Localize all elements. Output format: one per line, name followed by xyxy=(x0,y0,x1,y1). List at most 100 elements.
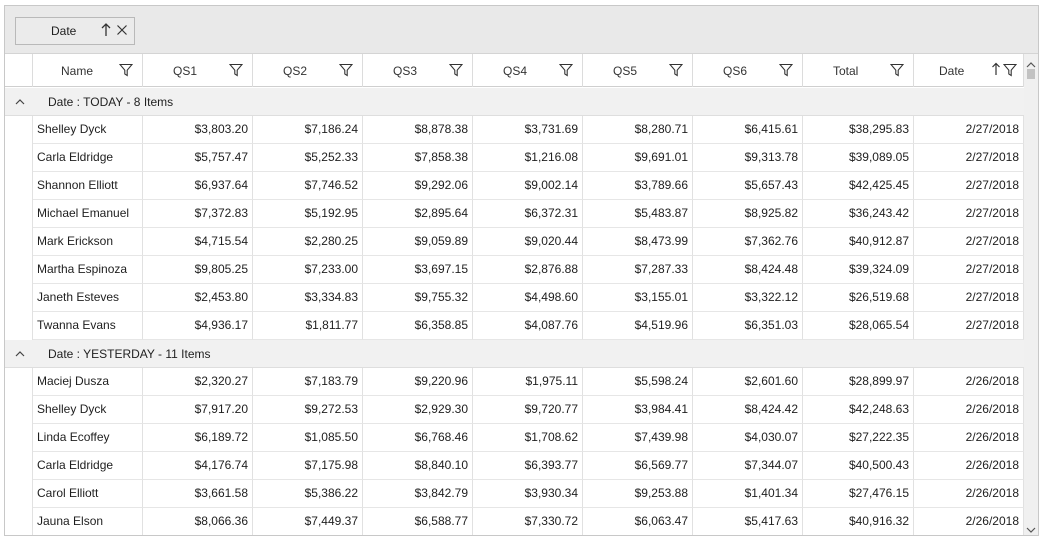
cell-qs1[interactable]: $6,937.64 xyxy=(143,172,253,200)
cell-name[interactable]: Janeth Esteves xyxy=(33,284,143,312)
cell-date[interactable]: 2/27/2018 xyxy=(914,200,1024,228)
filter-icon[interactable] xyxy=(228,63,244,77)
cell-qs3[interactable]: $6,588.77 xyxy=(363,508,473,535)
cell-qs1[interactable]: $6,189.72 xyxy=(143,424,253,452)
cell-qs4[interactable]: $1,216.08 xyxy=(473,144,583,172)
cell-qs6[interactable]: $8,424.42 xyxy=(693,396,803,424)
cell-qs2[interactable]: $5,386.22 xyxy=(253,480,363,508)
cell-qs3[interactable]: $9,292.06 xyxy=(363,172,473,200)
cell-qs4[interactable]: $4,498.60 xyxy=(473,284,583,312)
filter-icon[interactable] xyxy=(778,63,794,77)
cell-name[interactable]: Shelley Dyck xyxy=(33,116,143,144)
cell-qs4[interactable]: $1,975.11 xyxy=(473,368,583,396)
cell-qs4[interactable]: $1,708.62 xyxy=(473,424,583,452)
cell-qs5[interactable]: $5,483.87 xyxy=(583,200,693,228)
cell-date[interactable]: 2/27/2018 xyxy=(914,144,1024,172)
cell-date[interactable]: 2/27/2018 xyxy=(914,116,1024,144)
cell-qs1[interactable]: $2,320.27 xyxy=(143,368,253,396)
cell-qs6[interactable]: $7,362.76 xyxy=(693,228,803,256)
cell-qs1[interactable]: $7,372.83 xyxy=(143,200,253,228)
cell-date[interactable]: 2/26/2018 xyxy=(914,452,1024,480)
cell-qs6[interactable]: $5,657.43 xyxy=(693,172,803,200)
table-row[interactable]: Shelley Dyck $7,917.20 $9,272.53 $2,929.30 $… xyxy=(5,396,1024,424)
cell-qs3[interactable]: $6,358.85 xyxy=(363,312,473,340)
cell-name[interactable]: Maciej Dusza xyxy=(33,368,143,396)
cell-name[interactable]: Martha Espinoza xyxy=(33,256,143,284)
group-drop-panel[interactable]: Date xyxy=(5,6,1038,54)
cell-date[interactable]: 2/26/2018 xyxy=(914,396,1024,424)
cell-qs6[interactable]: $2,601.60 xyxy=(693,368,803,396)
cell-total[interactable]: $39,089.05 xyxy=(803,144,914,172)
table-row[interactable]: Carla Eldridge $5,757.47 $5,252.33 $7,858.3… xyxy=(5,144,1024,172)
cell-qs1[interactable]: $4,176.74 xyxy=(143,452,253,480)
cell-date[interactable]: 2/26/2018 xyxy=(914,508,1024,535)
cell-total[interactable]: $28,065.54 xyxy=(803,312,914,340)
cell-date[interactable]: 2/27/2018 xyxy=(914,228,1024,256)
cell-qs4[interactable]: $9,002.14 xyxy=(473,172,583,200)
table-row[interactable]: Linda Ecoffey $6,189.72 $1,085.50 $6,768.46… xyxy=(5,424,1024,452)
cell-date[interactable]: 2/26/2018 xyxy=(914,368,1024,396)
cell-qs1[interactable]: $9,805.25 xyxy=(143,256,253,284)
cell-qs3[interactable]: $9,059.89 xyxy=(363,228,473,256)
cell-name[interactable]: Carla Eldridge xyxy=(33,144,143,172)
cell-total[interactable]: $42,248.63 xyxy=(803,396,914,424)
cell-qs4[interactable]: $6,393.77 xyxy=(473,452,583,480)
cell-qs6[interactable]: $7,344.07 xyxy=(693,452,803,480)
cell-qs2[interactable]: $5,192.95 xyxy=(253,200,363,228)
cell-qs1[interactable]: $5,757.47 xyxy=(143,144,253,172)
cell-qs4[interactable]: $4,087.76 xyxy=(473,312,583,340)
filter-icon[interactable] xyxy=(558,63,574,77)
cell-total[interactable]: $26,519.68 xyxy=(803,284,914,312)
cell-qs5[interactable]: $4,519.96 xyxy=(583,312,693,340)
cell-qs5[interactable]: $6,063.47 xyxy=(583,508,693,535)
cell-qs2[interactable]: $7,233.00 xyxy=(253,256,363,284)
cell-name[interactable]: Jauna Elson xyxy=(33,508,143,535)
cell-qs1[interactable]: $3,661.58 xyxy=(143,480,253,508)
cell-qs4[interactable]: $3,930.34 xyxy=(473,480,583,508)
close-icon[interactable] xyxy=(116,24,128,39)
table-row[interactable]: Carol Elliott $3,661.58 $5,386.22 $3,842.79… xyxy=(5,480,1024,508)
cell-qs2[interactable]: $1,085.50 xyxy=(253,424,363,452)
table-row[interactable]: Jauna Elson $8,066.36 $7,449.37 $6,588.77 $7… xyxy=(5,508,1024,535)
cell-qs5[interactable]: $3,155.01 xyxy=(583,284,693,312)
cell-qs5[interactable]: $3,789.66 xyxy=(583,172,693,200)
table-row[interactable]: Martha Espinoza $9,805.25 $7,233.00 $3,697.… xyxy=(5,256,1024,284)
cell-qs5[interactable]: $8,473.99 xyxy=(583,228,693,256)
cell-date[interactable]: 2/26/2018 xyxy=(914,424,1024,452)
column-header-qs6[interactable]: QS6 xyxy=(693,54,803,87)
cell-qs2[interactable]: $9,272.53 xyxy=(253,396,363,424)
column-header-qs2[interactable]: QS2 xyxy=(253,54,363,87)
cell-qs5[interactable]: $5,598.24 xyxy=(583,368,693,396)
cell-qs3[interactable]: $9,755.32 xyxy=(363,284,473,312)
cell-qs1[interactable]: $2,453.80 xyxy=(143,284,253,312)
cell-qs5[interactable]: $3,984.41 xyxy=(583,396,693,424)
cell-qs6[interactable]: $8,424.48 xyxy=(693,256,803,284)
cell-total[interactable]: $40,916.32 xyxy=(803,508,914,535)
cell-qs2[interactable]: $7,746.52 xyxy=(253,172,363,200)
table-row[interactable]: Mark Erickson $4,715.54 $2,280.25 $9,059.89… xyxy=(5,228,1024,256)
filter-icon[interactable] xyxy=(668,63,684,77)
cell-total[interactable]: $39,324.09 xyxy=(803,256,914,284)
cell-qs6[interactable]: $1,401.34 xyxy=(693,480,803,508)
filter-icon[interactable] xyxy=(338,63,354,77)
cell-qs5[interactable]: $7,287.33 xyxy=(583,256,693,284)
cell-qs6[interactable]: $9,313.78 xyxy=(693,144,803,172)
filter-icon[interactable] xyxy=(889,63,905,77)
cell-qs2[interactable]: $3,334.83 xyxy=(253,284,363,312)
cell-qs3[interactable]: $2,929.30 xyxy=(363,396,473,424)
table-row[interactable]: Shannon Elliott $6,937.64 $7,746.52 $9,292.… xyxy=(5,172,1024,200)
cell-qs1[interactable]: $8,066.36 xyxy=(143,508,253,535)
cell-total[interactable]: $40,500.43 xyxy=(803,452,914,480)
collapse-chevron-icon[interactable] xyxy=(14,96,26,108)
cell-total[interactable]: $36,243.42 xyxy=(803,200,914,228)
cell-qs6[interactable]: $4,030.07 xyxy=(693,424,803,452)
cell-qs5[interactable]: $7,439.98 xyxy=(583,424,693,452)
group-row[interactable]: Date : YESTERDAY - 11 Items xyxy=(5,340,1024,368)
cell-name[interactable]: Shelley Dyck xyxy=(33,396,143,424)
cell-qs6[interactable]: $5,417.63 xyxy=(693,508,803,535)
cell-qs2[interactable]: $5,252.33 xyxy=(253,144,363,172)
cell-qs6[interactable]: $3,322.12 xyxy=(693,284,803,312)
chevron-up-icon[interactable] xyxy=(1026,58,1036,68)
table-row[interactable]: Maciej Dusza $2,320.27 $7,183.79 $9,220.96 $… xyxy=(5,368,1024,396)
cell-date[interactable]: 2/27/2018 xyxy=(914,312,1024,340)
